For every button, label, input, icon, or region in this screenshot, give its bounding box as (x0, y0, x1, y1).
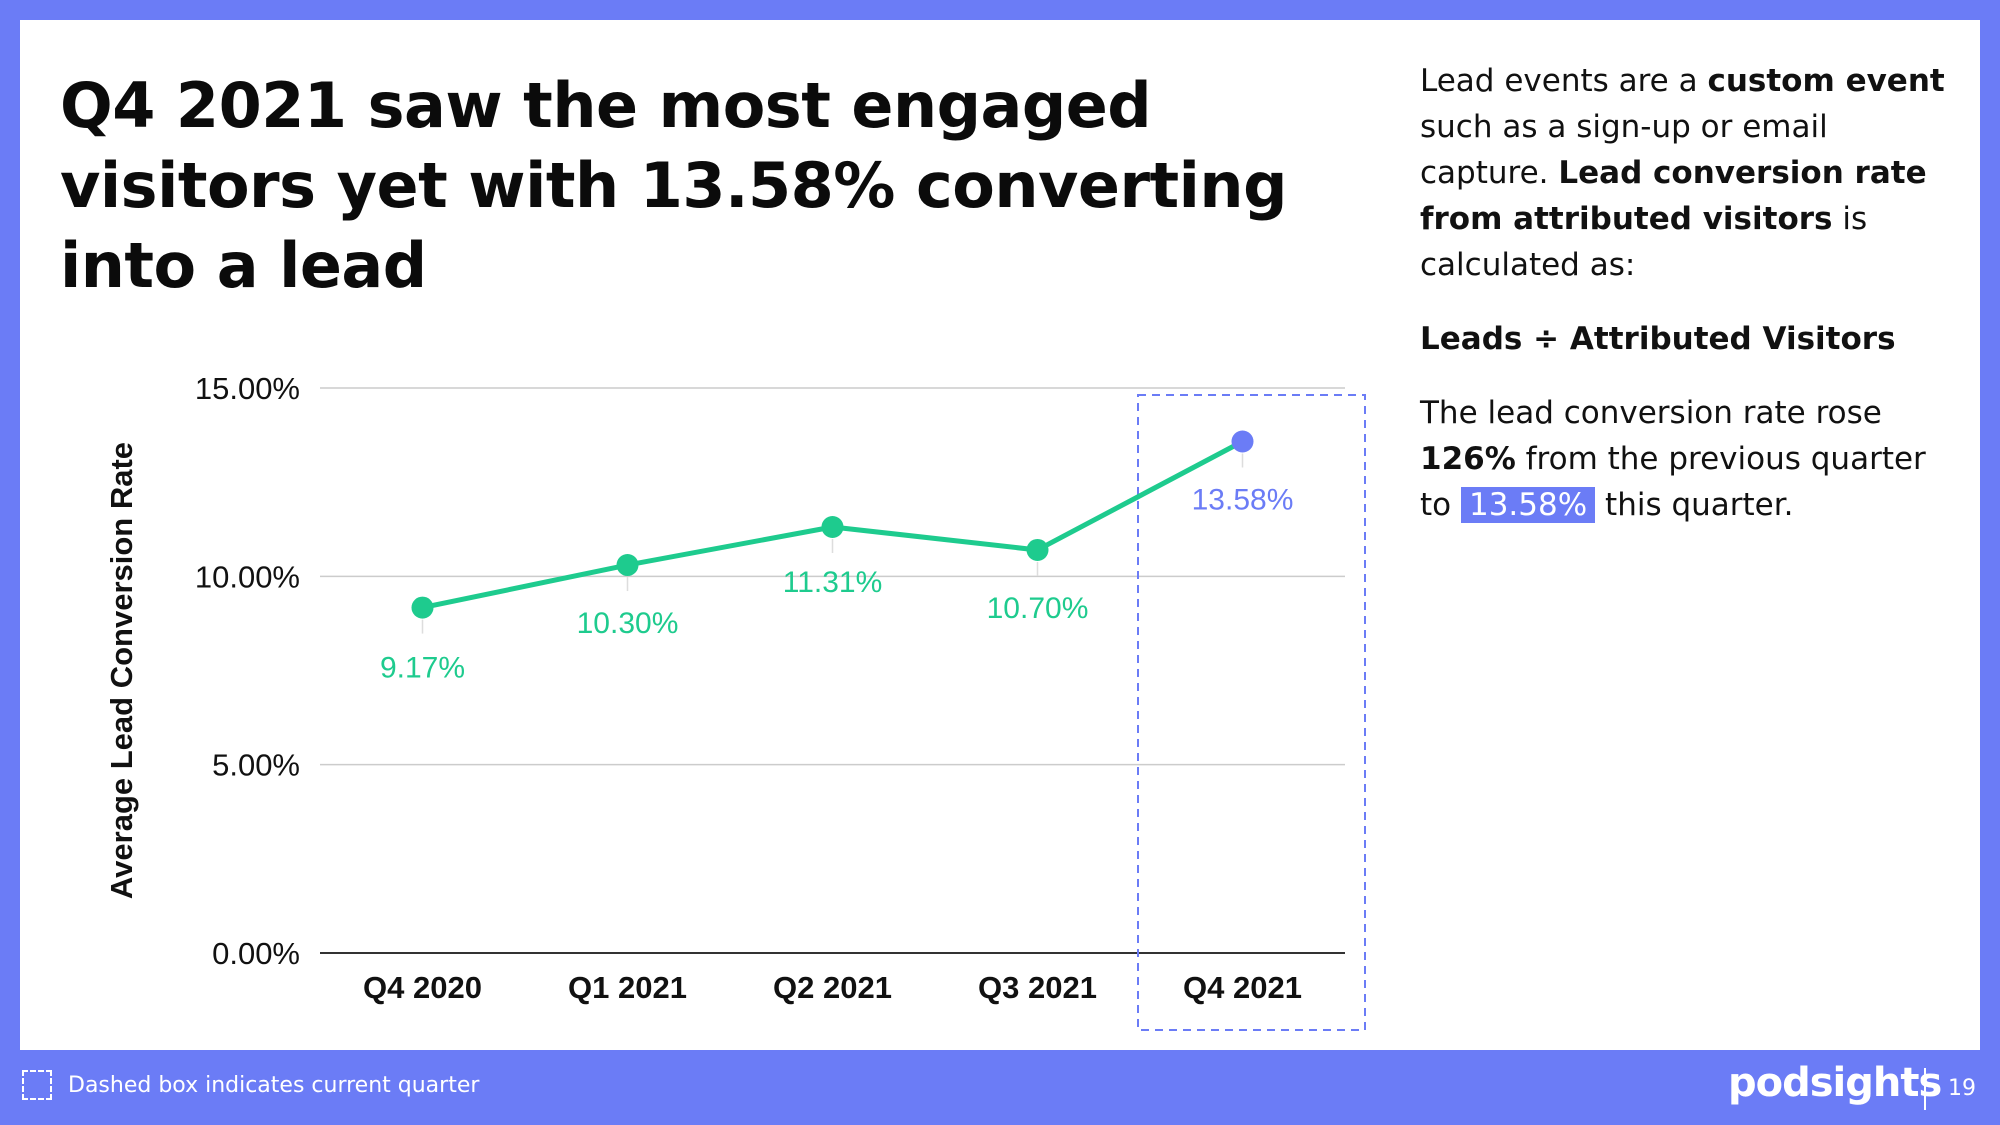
y-tick-label: 5.00% (212, 748, 300, 783)
page-number: 19 (1948, 1076, 1976, 1101)
y-tick-label: 0.00% (212, 936, 300, 971)
x-tick-label: Q1 2021 (568, 970, 687, 1005)
definition-run-4: is calculated as: (1420, 201, 1868, 283)
data-label: 9.17% (380, 652, 465, 685)
slide-title: Q4 2021 saw the most engaged visitors ye… (60, 69, 1287, 302)
footer-note: Dashed box indicates current quarter (22, 1070, 479, 1100)
current-quarter-box (1137, 394, 1366, 1031)
summary-pct: 126% (1420, 441, 1516, 477)
summary-middle: from the previous quarter to (1420, 441, 1926, 523)
highlight-value: 13.58% (1460, 487, 1596, 523)
chart-svg: 0.00% 5.00% 10.00% 15.00% Average Lead Conve… (104, 371, 1366, 1031)
y-tick-label: 15.00% (195, 371, 300, 406)
x-tick-label: Q4 2020 (363, 970, 482, 1005)
definition-run-3: Lead conversion rate from attributed vis… (1420, 155, 1927, 237)
data-point (411, 596, 434, 619)
slide: Q4 2021 saw the most engaged visitors ye… (20, 20, 1980, 1050)
data-point (1231, 430, 1254, 453)
data-point (616, 554, 639, 577)
definition-run-1: custom event (1707, 63, 1945, 99)
data-label: 10.70% (987, 592, 1089, 625)
y-axis-title: Average Lead Conversion Rate (104, 442, 139, 899)
footer-note-text: Dashed box indicates current quarter (68, 1072, 480, 1098)
summary-before: The lead conversion rate rose (1420, 395, 1882, 431)
line-chart: 0.00% 5.00% 10.00% 15.00% Average Lead Conve… (80, 340, 1380, 1040)
summary-text: The lead conversion rate rose 126% from … (1420, 390, 1960, 528)
definition-text: Lead events are a custom event such as a… (1420, 58, 1960, 288)
data-point (1026, 538, 1049, 561)
summary-after: this quarter. (1595, 487, 1794, 523)
definition-run-2: such as a sign-up or email capture. (1420, 109, 1828, 191)
data-point (821, 515, 844, 538)
formula-text: Leads ÷ Attributed Visitors (1420, 321, 1896, 357)
definition-run-0: Lead events are a (1420, 63, 1708, 99)
data-label: 10.30% (577, 607, 679, 640)
x-tick-label: Q2 2021 (773, 970, 892, 1005)
dashed-box-icon (22, 1070, 52, 1100)
data-label: 11.31% (783, 566, 883, 599)
data-label: 13.58% (1192, 483, 1294, 516)
side-panel: Lead events are a custom event such as a… (1420, 58, 1960, 528)
brand-logo: podsights (1728, 1060, 1942, 1106)
footer-divider (1924, 1068, 1926, 1110)
x-tick-label: Q3 2021 (978, 970, 1097, 1005)
x-tick-label: Q4 2021 (1183, 970, 1302, 1005)
y-tick-label: 10.00% (195, 559, 300, 594)
